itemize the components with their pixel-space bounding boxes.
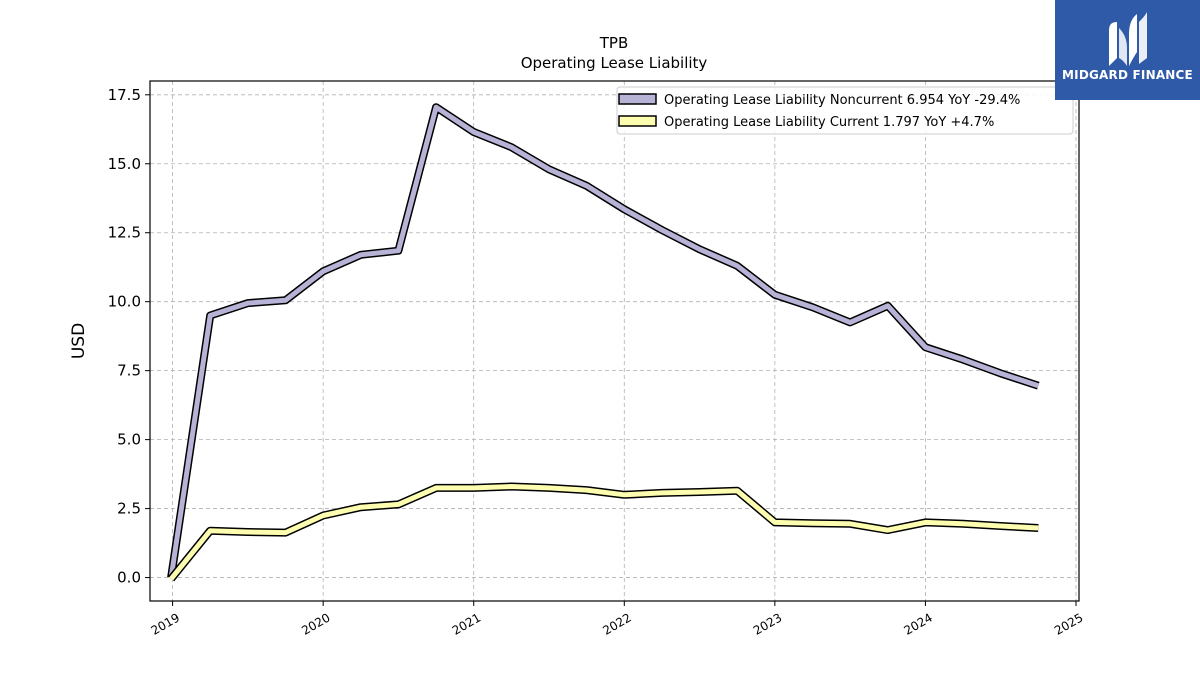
logo-mark-icon	[1109, 12, 1147, 66]
chart-title: TPB	[599, 34, 629, 52]
series-line-current	[169, 484, 1039, 581]
y-tick-label: 0.0	[117, 569, 141, 587]
series-outline-current	[167, 482, 1039, 582]
x-tick-label: 2024	[901, 610, 934, 637]
y-axis-label: USD	[69, 323, 89, 359]
y-tick-label: 15.0	[108, 155, 141, 173]
grid	[150, 81, 1079, 601]
legend-frame	[616, 86, 1074, 135]
y-tick-label: 7.5	[117, 362, 141, 380]
legend-swatch-noncurrent	[618, 93, 657, 105]
y-tick-label: 17.5	[108, 86, 141, 104]
x-tick-label: 2020	[299, 610, 332, 637]
y-ticks: 0.0 2.5 5.0 7.5 10.0 12.5 15.0 17.5	[108, 86, 150, 587]
y-tick-label: 10.0	[108, 293, 141, 311]
legend: Operating Lease Liability Noncurrent 6.9…	[616, 86, 1074, 135]
legend-swatch-current	[618, 115, 657, 127]
plot-frame	[149, 80, 1080, 602]
logo: MIDGARD FINANCE	[1055, 0, 1200, 100]
y-tick-label: 2.5	[117, 500, 141, 518]
series-outline-noncurrent	[167, 103, 1040, 579]
x-ticks: 2019 2020 2021 2022 2023 2024 2025	[149, 601, 1085, 638]
x-tick-label: 2023	[751, 610, 784, 637]
legend-label-noncurrent: Operating Lease Liability Noncurrent 6.9…	[664, 93, 1020, 108]
chart-subtitle: Operating Lease Liability	[521, 54, 708, 72]
x-tick-label: 2025	[1052, 610, 1085, 637]
series-line-noncurrent	[168, 104, 1040, 578]
y-tick-label: 12.5	[108, 224, 141, 242]
logo-text: MIDGARD FINANCE	[1062, 68, 1193, 82]
y-tick-label: 5.0	[117, 431, 141, 449]
series-layer	[167, 103, 1040, 582]
x-tick-label: 2019	[149, 610, 182, 637]
legend-label-current: Operating Lease Liability Current 1.797 …	[664, 115, 994, 130]
x-tick-label: 2021	[450, 610, 483, 637]
x-tick-label: 2022	[600, 610, 633, 637]
